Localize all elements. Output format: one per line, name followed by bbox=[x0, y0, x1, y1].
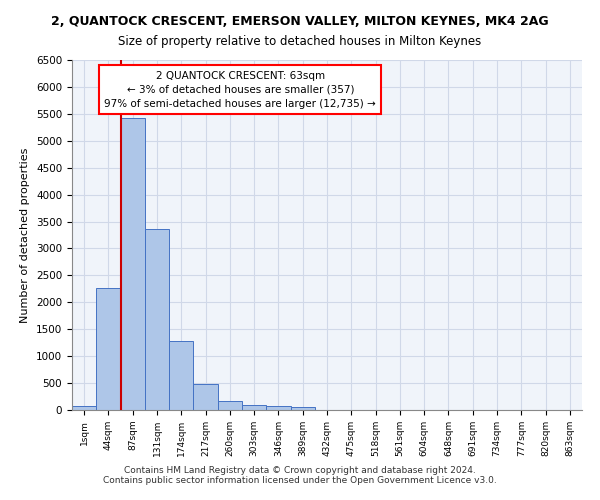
Bar bbox=[145, 228, 169, 410]
Bar bbox=[121, 118, 145, 410]
Bar bbox=[218, 401, 242, 410]
Bar bbox=[96, 288, 121, 410]
Text: 2, QUANTOCK CRESCENT, EMERSON VALLEY, MILTON KEYNES, MK4 2AG: 2, QUANTOCK CRESCENT, EMERSON VALLEY, MI… bbox=[51, 15, 549, 28]
Bar bbox=[193, 384, 218, 410]
Bar bbox=[169, 340, 193, 410]
Bar bbox=[72, 406, 96, 410]
Text: Size of property relative to detached houses in Milton Keynes: Size of property relative to detached ho… bbox=[118, 35, 482, 48]
Y-axis label: Number of detached properties: Number of detached properties bbox=[20, 148, 31, 322]
Bar bbox=[242, 404, 266, 410]
Text: 2 QUANTOCK CRESCENT: 63sqm
← 3% of detached houses are smaller (357)
97% of semi: 2 QUANTOCK CRESCENT: 63sqm ← 3% of detac… bbox=[104, 70, 376, 108]
Bar bbox=[290, 407, 315, 410]
Text: Contains HM Land Registry data © Crown copyright and database right 2024.
Contai: Contains HM Land Registry data © Crown c… bbox=[103, 466, 497, 485]
Bar bbox=[266, 406, 290, 410]
